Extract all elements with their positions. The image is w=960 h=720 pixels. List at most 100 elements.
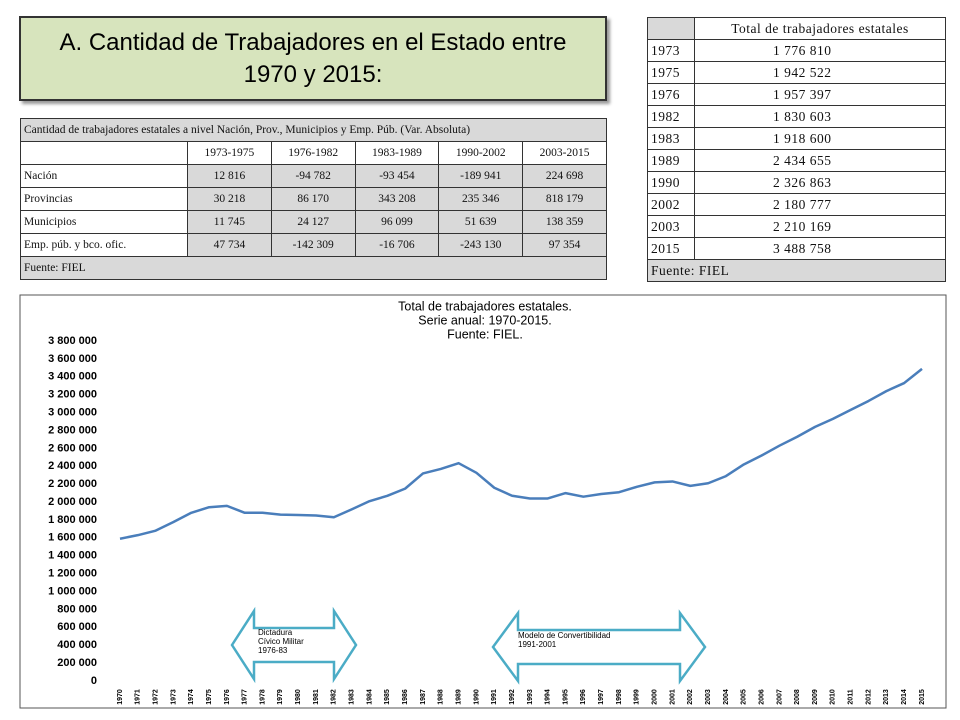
row-label: 1983: [647, 127, 695, 150]
y-tick-label: 2 800 000: [48, 424, 97, 436]
x-tick-label: 1976: [224, 689, 231, 705]
row-label: 1982: [647, 105, 695, 128]
row: 1976 1 957 397: [647, 83, 946, 106]
x-tick-label: 1994: [545, 689, 552, 705]
x-tick-label: 1981: [313, 689, 320, 705]
row: 1973-1975 1976-1982 1983-1989 1990-2002 2003…: [20, 141, 607, 165]
x-tick-label: 2003: [705, 689, 712, 705]
x-tick-label: 1977: [242, 689, 249, 705]
cell: 224 698: [522, 164, 607, 188]
x-tick-label: 1991: [491, 689, 498, 705]
cell: 2 210 169: [694, 215, 946, 238]
annotation: 1976-83: [258, 646, 288, 655]
annotation: 1991-2001: [518, 640, 557, 649]
x-tick-label: 1987: [420, 689, 427, 705]
row: Nación 12 816 -94 782 -93 454 -189 941 224 69…: [20, 164, 607, 188]
y-tick-label: 600 000: [57, 621, 97, 633]
cell: -142 309: [270, 233, 356, 257]
title-box: A. Cantidad de Trabajadores en el Estado…: [19, 16, 607, 101]
cell: 1 942 522: [694, 61, 946, 84]
x-tick-label: 2013: [883, 689, 890, 705]
line: [119, 367, 923, 540]
x-tick-label: 1998: [616, 689, 623, 705]
header-cell: 1983-1989: [354, 141, 440, 165]
y-tick-label: 1 000 000: [48, 585, 97, 597]
x-tick-label: 2000: [652, 689, 659, 705]
x-tick-label: 1995: [562, 689, 569, 705]
x-tick-label: 1988: [438, 689, 445, 705]
y-tick-label: 3 600 000: [48, 353, 97, 365]
y-tick-label: 3 000 000: [48, 406, 97, 418]
x-tick-label: 1996: [580, 689, 587, 705]
row: 1990 2 326 863: [647, 171, 946, 194]
row-label: 1976: [647, 83, 695, 106]
cell: 86 170: [270, 187, 356, 211]
row: Municipios 11 745 24 127 96 099 51 639 138 35…: [20, 210, 607, 234]
row: 2015 3 488 758: [647, 237, 946, 260]
cell: -16 706: [354, 233, 440, 257]
row-label: 1975: [647, 61, 695, 84]
x-tick-label: 1975: [206, 689, 213, 705]
row-label: Nación: [20, 164, 188, 188]
cell: [647, 17, 695, 40]
x-tick-label: 2014: [901, 689, 908, 705]
x-tick-label: 2008: [794, 689, 801, 705]
x-tick-label: 2010: [830, 689, 837, 705]
header-cell: 2003-2015: [522, 141, 607, 165]
x-tick-label: 1989: [455, 689, 462, 705]
row: Fuente: FIEL: [20, 256, 607, 280]
y-tick-label: 1 800 000: [48, 514, 97, 526]
annotation: Modelo de Convertibilidad: [518, 631, 611, 640]
x-tick-label: 1982: [331, 689, 338, 705]
y-tick-label: 1 200 000: [48, 568, 97, 580]
row-label: 1990: [647, 171, 695, 194]
row: Provincias 30 218 86 170 343 208 235 346 818 …: [20, 187, 607, 211]
annotation: Dictadura: [258, 628, 293, 637]
x-tick-label: 2002: [687, 689, 694, 705]
chart-title: Total de trabajadores estatales.: [398, 299, 572, 313]
cell: 47 734: [187, 233, 272, 257]
cell: 24 127: [270, 210, 356, 234]
x-tick-label: 1971: [135, 689, 142, 705]
arrow: [230, 606, 358, 684]
y-tick-label: 1 600 000: [48, 532, 97, 544]
header-cell: Total de trabajadores estatales: [694, 17, 946, 40]
y-tick-label: 400 000: [57, 639, 97, 651]
y-tick-label: 3 400 000: [48, 371, 97, 383]
cell: 2 434 655: [694, 149, 946, 172]
row: Fuente: FIEL: [647, 259, 946, 282]
cell: 12 816: [187, 164, 272, 188]
y-tick-label: 3 800 000: [48, 335, 97, 347]
x-tick-label: 2007: [776, 689, 783, 705]
annotation: Cívico Militar: [258, 637, 304, 646]
y-tick-label: 0: [91, 675, 97, 687]
cell: -93 454: [354, 164, 440, 188]
x-tick-label: 1997: [598, 689, 605, 705]
y-tick-label: 2 600 000: [48, 442, 97, 454]
chart-frame: [19, 294, 947, 709]
x-tick-label: 2005: [741, 689, 748, 705]
cell: 51 639: [438, 210, 524, 234]
chart-title: Fuente: FIEL.: [447, 327, 523, 341]
y-tick-label: 2 200 000: [48, 478, 97, 490]
x-tick-label: 2012: [865, 689, 872, 705]
chart-title: Serie anual: 1970-2015.: [418, 313, 551, 327]
x-tick-label: 2015: [919, 689, 926, 705]
row: 1975 1 942 522: [647, 61, 946, 84]
cell: -94 782: [270, 164, 356, 188]
y-tick-label: 800 000: [57, 603, 97, 615]
x-tick-label: 2009: [812, 689, 819, 705]
x-tick-label: 2004: [723, 689, 730, 705]
x-tick-label: 2001: [669, 689, 676, 705]
cell: 343 208: [354, 187, 440, 211]
row-label: 1973: [647, 39, 695, 62]
y-tick-label: 2 400 000: [48, 460, 97, 472]
cell: [20, 141, 188, 165]
x-tick-label: 1972: [152, 689, 159, 705]
x-tick-label: 1999: [634, 689, 641, 705]
x-tick-label: 1993: [527, 689, 534, 705]
cell: 30 218: [187, 187, 272, 211]
x-tick-label: 1990: [473, 689, 480, 705]
table-left: Cantidad de trabajadores estatales a niv…: [20, 118, 607, 280]
